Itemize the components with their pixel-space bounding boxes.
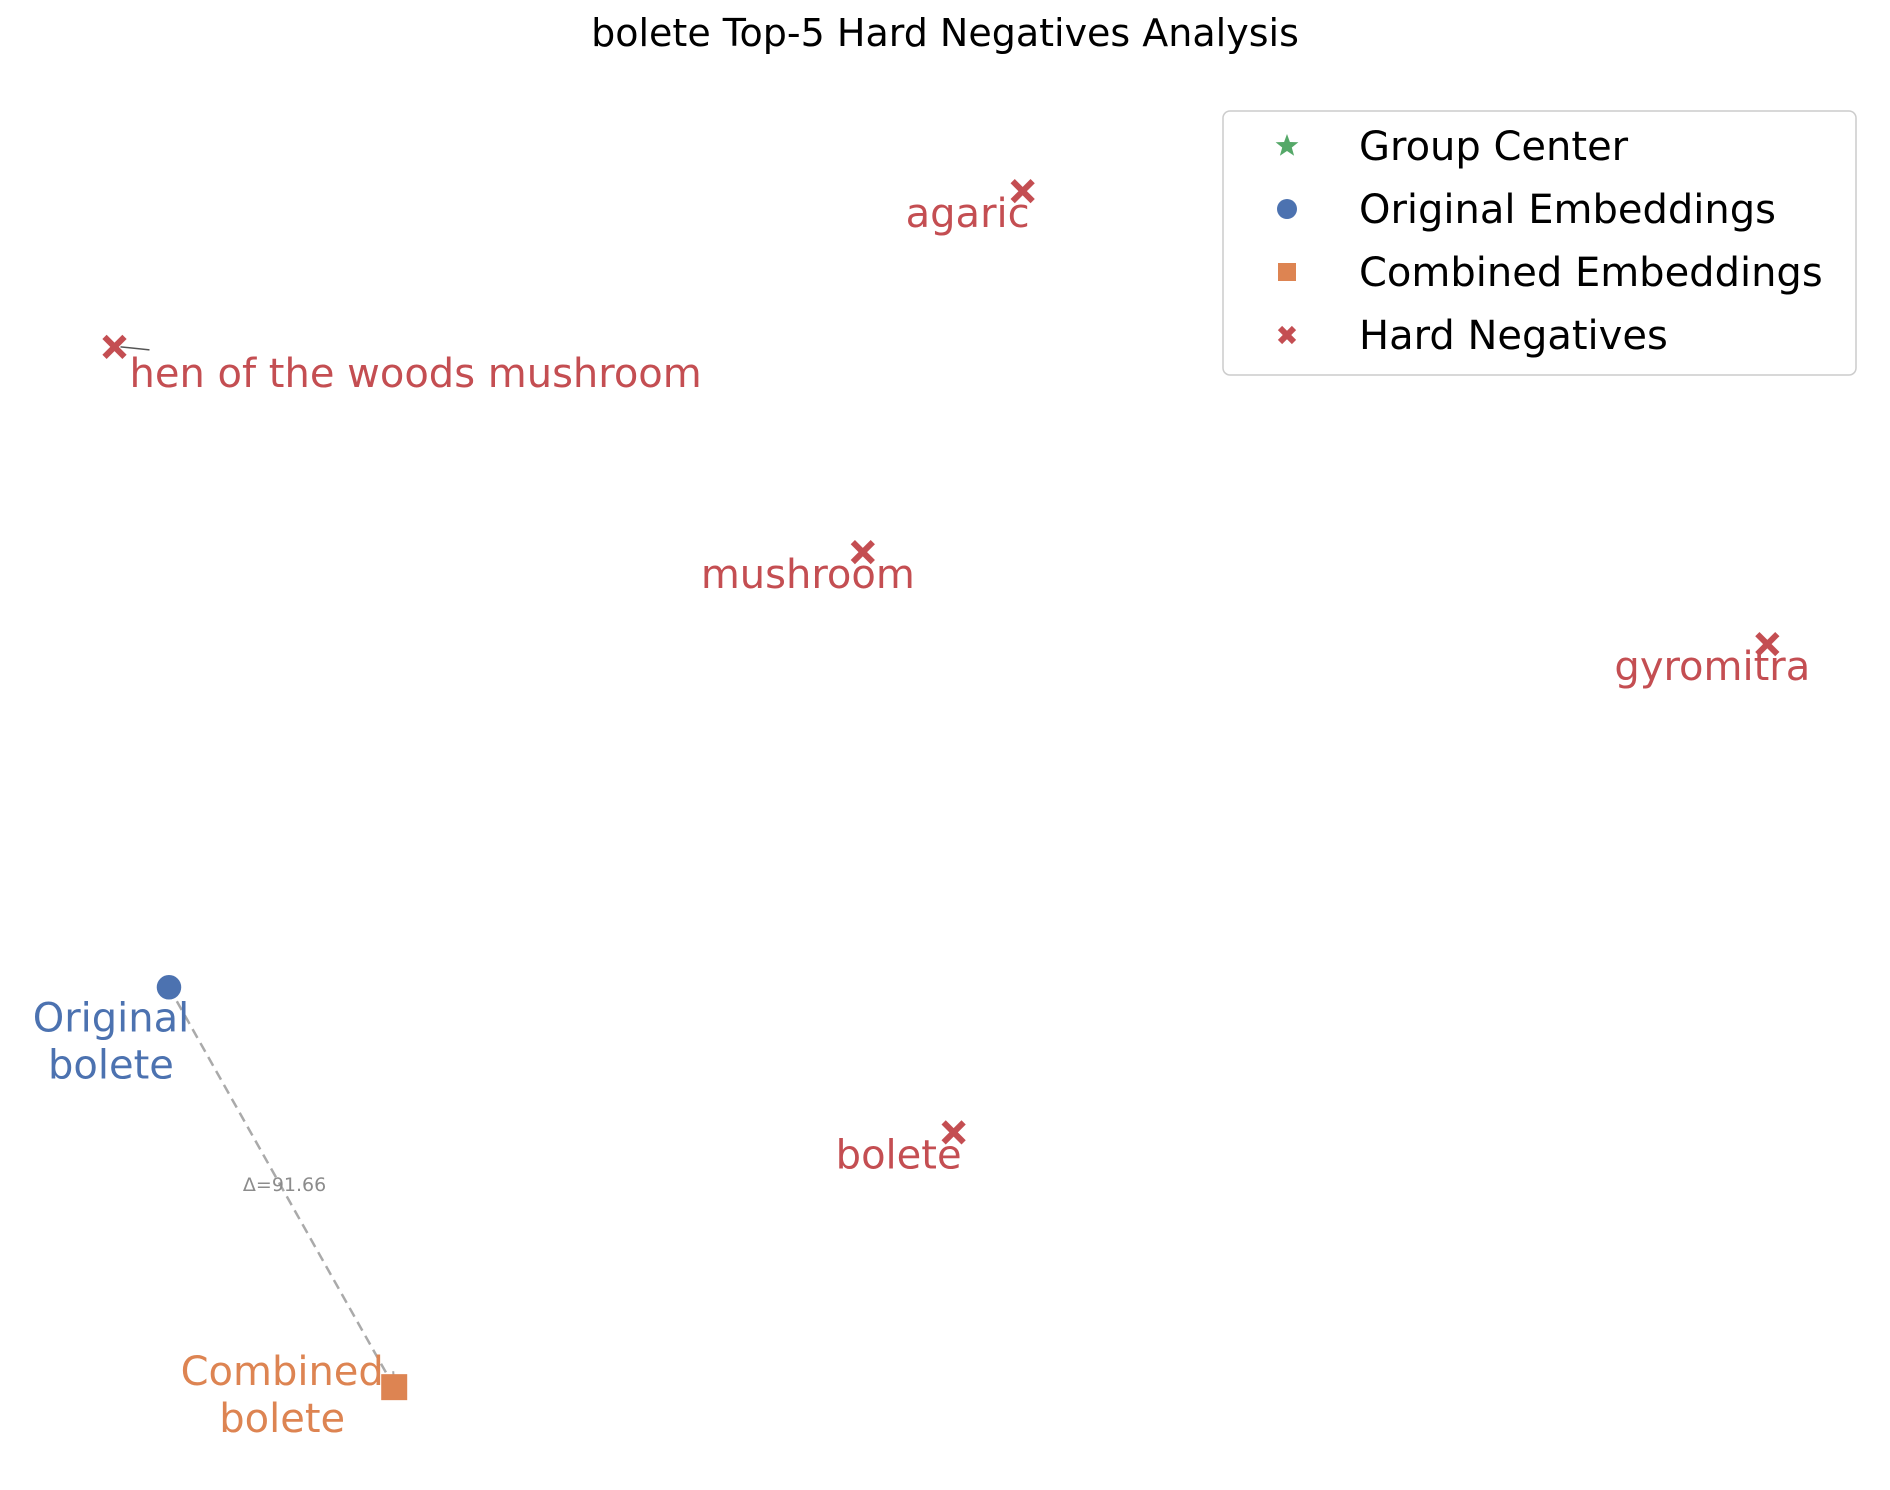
legend-item-group_center: Group Center [1275,124,1629,170]
hard-negative-label-1: hen of the woods mushroom [129,351,701,397]
hard-negative-label-3: gyromitra [1614,644,1810,690]
legend-marker-square [1278,263,1296,281]
legend-label-hard_neg: Hard Negatives [1359,313,1668,359]
combined-label: Combined bolete [181,1349,384,1442]
hard-negative-label-2: mushroom [701,552,915,598]
combined-point [381,1374,408,1401]
legend-marker-circle [1277,199,1297,219]
legend-frame [1222,110,1857,376]
legend-label-group_center: Group Center [1359,124,1629,170]
chart-title: bolete Top-5 Hard Negatives Analysis [591,11,1299,55]
legend-item-combined: Combined Embeddings [1278,250,1823,296]
legend-marker-x [1277,325,1297,345]
legend-label-original: Original Embeddings [1359,187,1776,233]
original-point [155,973,183,1002]
hard-negative-point-4 [941,1120,966,1145]
legend-marker-star [1275,134,1299,156]
legend-item-original: Original Embeddings [1277,187,1776,233]
hard-negative-point-0 [1010,179,1035,204]
hard-negative-label-0: agaric [906,191,1030,237]
hard-negative-point-2 [850,539,875,565]
hard-negative-point-3 [1755,631,1780,657]
hard-negative-label-4: bolete [836,1132,962,1178]
shift-delta-label: Δ=91.66 [243,1174,326,1196]
original-label: Original bolete [33,995,190,1088]
legend-item-hard_neg: Hard Negatives [1277,313,1668,359]
legend-label-combined: Combined Embeddings [1359,250,1823,296]
hard-negative-point-1 [102,334,127,359]
plot-area: Δ=91.66 Original bolete Combined bolete agari… [33,179,1810,1442]
shift-arrow [167,986,396,1388]
hard-negative-leader-1 [120,346,150,351]
legend: Group Center Original Embeddings Combined … [1222,110,1857,376]
